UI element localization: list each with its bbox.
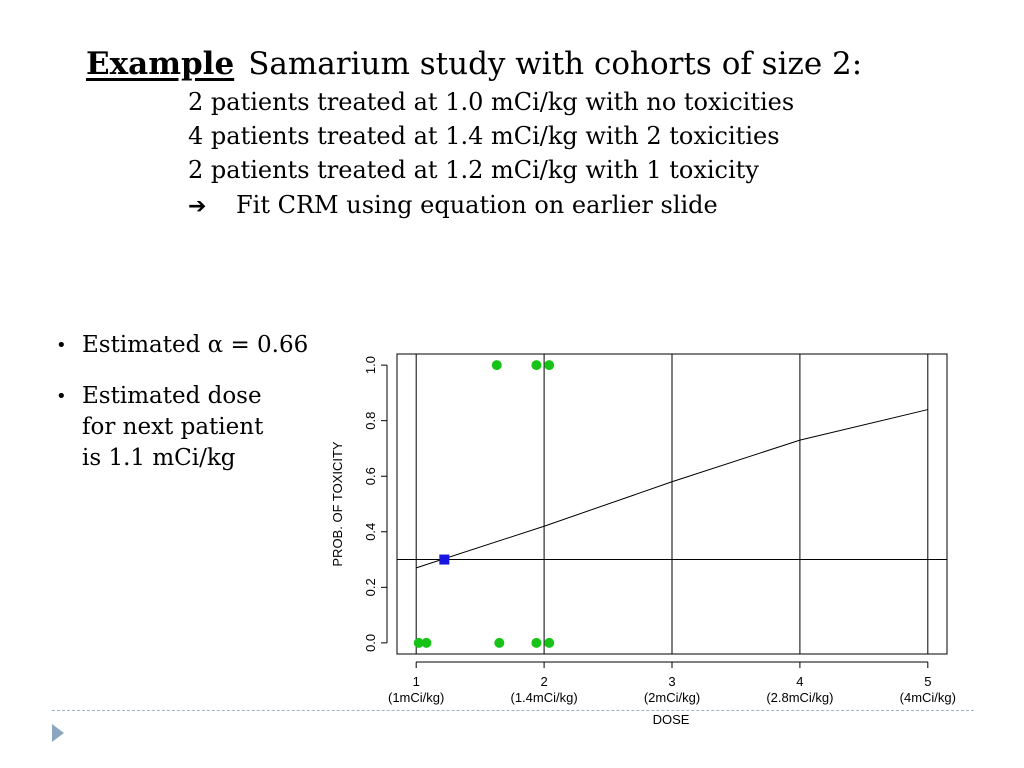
conclusion-text: Fit CRM using equation on earlier slide (236, 191, 718, 219)
outcome-point-5 (531, 360, 542, 371)
title-text: Samarium study with cohorts of size 2: (248, 46, 863, 82)
outcome-point-1 (413, 637, 424, 648)
conclusion-line: ➔ Fit CRM using equation on earlier slide (188, 189, 718, 223)
bullet-text: Estimated α = 0.66 (82, 332, 309, 358)
x-tick-label-3: 3 (668, 674, 675, 689)
x-tick-label-1: 1 (413, 674, 420, 689)
bullet-icon: • (56, 335, 67, 356)
title-lead: Example (86, 46, 235, 82)
study-line-3: 2 patients treated at 1.2 mCi/kg with 1 … (188, 156, 759, 184)
right-arrow-icon: ➔ (188, 194, 207, 219)
y-tick-label-4: 0.6 (363, 467, 378, 485)
y-tick-label-1: 0.0 (363, 634, 378, 652)
data-marks (413, 360, 928, 648)
x-tick-label-2: 2 (540, 674, 547, 689)
x-tick-sublabel-2: (1.4mCi/kg) (510, 690, 577, 705)
slide-title: Example Samarium study with cohorts of si… (86, 44, 862, 84)
x-tick-label-5: 5 (924, 674, 931, 689)
bullet-dose: • Estimated dose for next patient is 1.1… (56, 381, 314, 474)
x-tick-sublabel-1: (1mCi/kg) (388, 690, 444, 705)
footer-divider (52, 710, 974, 711)
y-tick-label-2: 0.2 (363, 578, 378, 596)
bullet-alpha: • Estimated α = 0.66 (56, 330, 314, 361)
fitted-toxicity-curve (416, 409, 928, 569)
next-slide-icon[interactable] (52, 724, 64, 742)
outcome-point-2 (421, 637, 432, 648)
gridlines (397, 354, 947, 654)
y-tick-label-5: 0.8 (363, 412, 378, 430)
axes: 1(1mCi/kg) 2(1.4mCi/kg) 3(2mCi/kg) 4(2.8mCi… (363, 356, 956, 705)
y-axis-title: PROB. OF TOXICITY (330, 441, 345, 567)
outcome-point-3 (491, 360, 502, 371)
bullet-text: Estimated dose for next patient is 1.1 m… (82, 383, 264, 471)
x-tick-sublabel-4: (2.8mCi/kg) (766, 690, 833, 705)
study-line-2: 4 patients treated at 1.4 mCi/kg with 2 … (188, 122, 780, 150)
x-axis-title: DOSE (653, 712, 690, 727)
y-tick-label-6: 1.0 (363, 356, 378, 374)
x-tick-sublabel-3: (2mCi/kg) (644, 690, 700, 705)
y-tick-label-3: 0.4 (363, 523, 378, 541)
estimated-dose-marker (439, 554, 450, 565)
study-line-1: 2 patients treated at 1.0 mCi/kg with no… (188, 88, 795, 116)
outcome-point-4 (494, 637, 505, 648)
outcome-point-7 (531, 637, 542, 648)
toxicity-chart: 1(1mCi/kg) 2(1.4mCi/kg) 3(2mCi/kg) 4(2.8mCi… (330, 353, 956, 727)
outcome-point-8 (544, 637, 555, 648)
x-tick-label-4: 4 (796, 674, 803, 689)
outcome-point-6 (544, 360, 555, 371)
bullet-icon: • (56, 386, 67, 407)
x-tick-sublabel-5: (4mCi/kg) (900, 690, 956, 705)
bullet-list: • Estimated α = 0.66 • Estimated dose fo… (56, 330, 314, 494)
